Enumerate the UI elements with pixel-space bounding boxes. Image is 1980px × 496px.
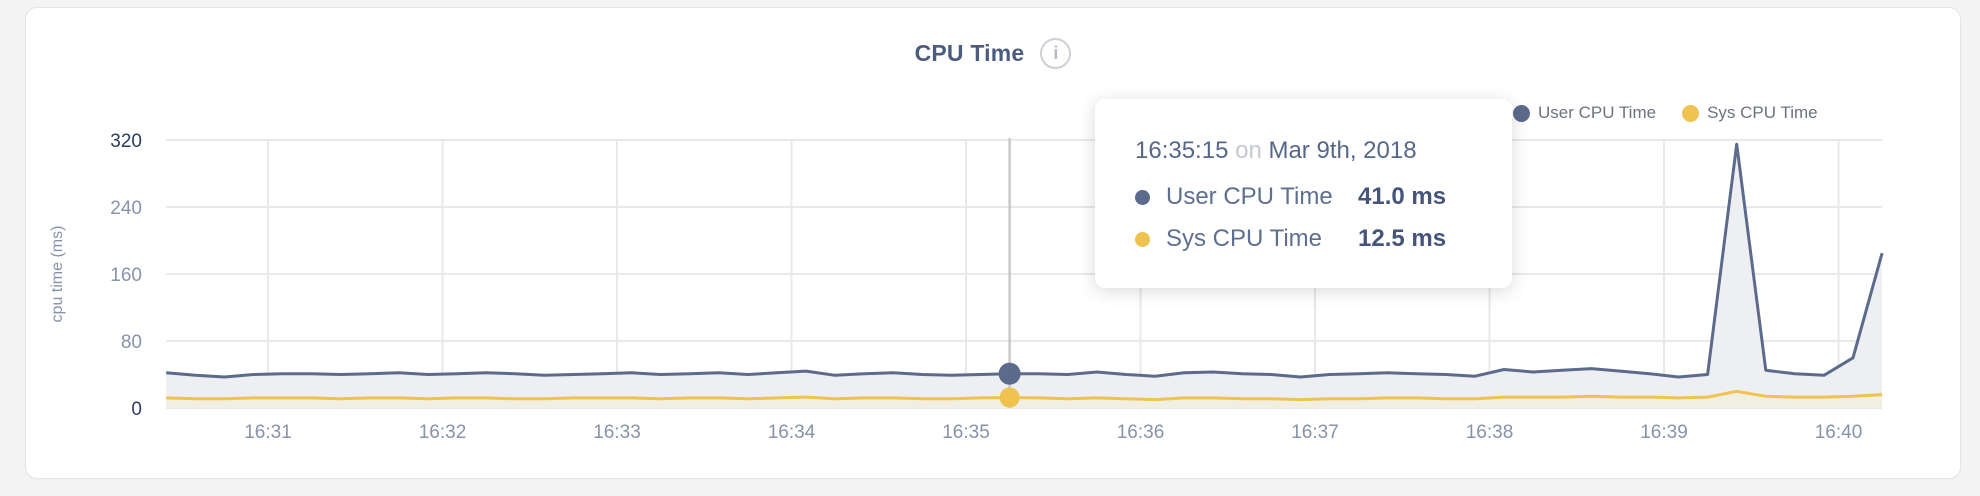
info-icon[interactable]: i (1040, 38, 1072, 69)
x-tick-label: 16:37 (1291, 422, 1339, 443)
x-tick-label: 16:40 (1815, 422, 1863, 443)
y-tick-label: 320 (110, 131, 142, 152)
sys-cpu-legend-dot (1682, 104, 1700, 122)
tooltip-series-value: 41.0 ms (1358, 183, 1447, 210)
tooltip-header: 16:35:15 on Mar 9th, 2018 (1135, 137, 1482, 165)
tooltip-row-user: User CPU Time 41.0 ms (1135, 183, 1482, 211)
y-tick-label: 0 (131, 399, 142, 420)
panel-header: CPU Time i (26, 38, 1960, 69)
y-tick-label: 160 (110, 265, 142, 286)
tooltip-series-value: 12.5 ms (1358, 225, 1447, 252)
user-cpu-line[interactable] (166, 142, 1884, 379)
hover-dot-user (998, 362, 1021, 385)
y-tick-label: 80 (121, 332, 142, 353)
x-tick-label: 16:32 (419, 422, 467, 443)
user-cpu-area (166, 144, 1883, 408)
x-tick-label: 16:36 (1117, 422, 1165, 443)
x-tick-label: 16:33 (593, 422, 641, 443)
y-tick-label: 240 (110, 198, 142, 219)
user-cpu-legend-dot (1513, 104, 1530, 122)
legend-label: Sys CPU Time (1707, 103, 1818, 122)
chart-legend: User CPU Time Sys CPU Time (1513, 103, 1818, 123)
y-axis-title: cpu time (ms) (49, 226, 66, 323)
sys-cpu-area (166, 391, 1883, 408)
chart-tooltip: 16:35:15 on Mar 9th, 2018 User CPU Time … (1095, 99, 1512, 288)
tooltip-row-sys: Sys CPU Time 12.5 ms (1135, 225, 1482, 253)
tooltip-time: 16:35:15 (1135, 137, 1229, 164)
hover-dot-sys (999, 387, 1020, 408)
tooltip-connector: on (1235, 137, 1262, 164)
legend-item-user-cpu-time[interactable]: User CPU Time (1513, 103, 1656, 123)
tooltip-date: Mar 9th, 2018 (1268, 137, 1417, 164)
sys-cpu-dot-icon (1135, 231, 1150, 247)
legend-item-sys-cpu-time[interactable]: Sys CPU Time (1682, 103, 1818, 123)
legend-label: User CPU Time (1538, 103, 1657, 122)
x-tick-label: 16:31 (244, 422, 292, 443)
x-tick-label: 16:38 (1466, 422, 1514, 443)
tooltip-series-name: Sys CPU Time (1166, 225, 1323, 252)
sys-cpu-line[interactable] (166, 389, 1883, 402)
user-cpu-dot-icon (1135, 189, 1150, 205)
x-tick-label: 16:39 (1640, 422, 1688, 443)
chart-title: CPU Time (914, 40, 1025, 66)
x-tick-label: 16:34 (768, 422, 816, 443)
tooltip-series-name: User CPU Time (1166, 183, 1333, 210)
x-tick-label: 16:35 (942, 422, 990, 443)
